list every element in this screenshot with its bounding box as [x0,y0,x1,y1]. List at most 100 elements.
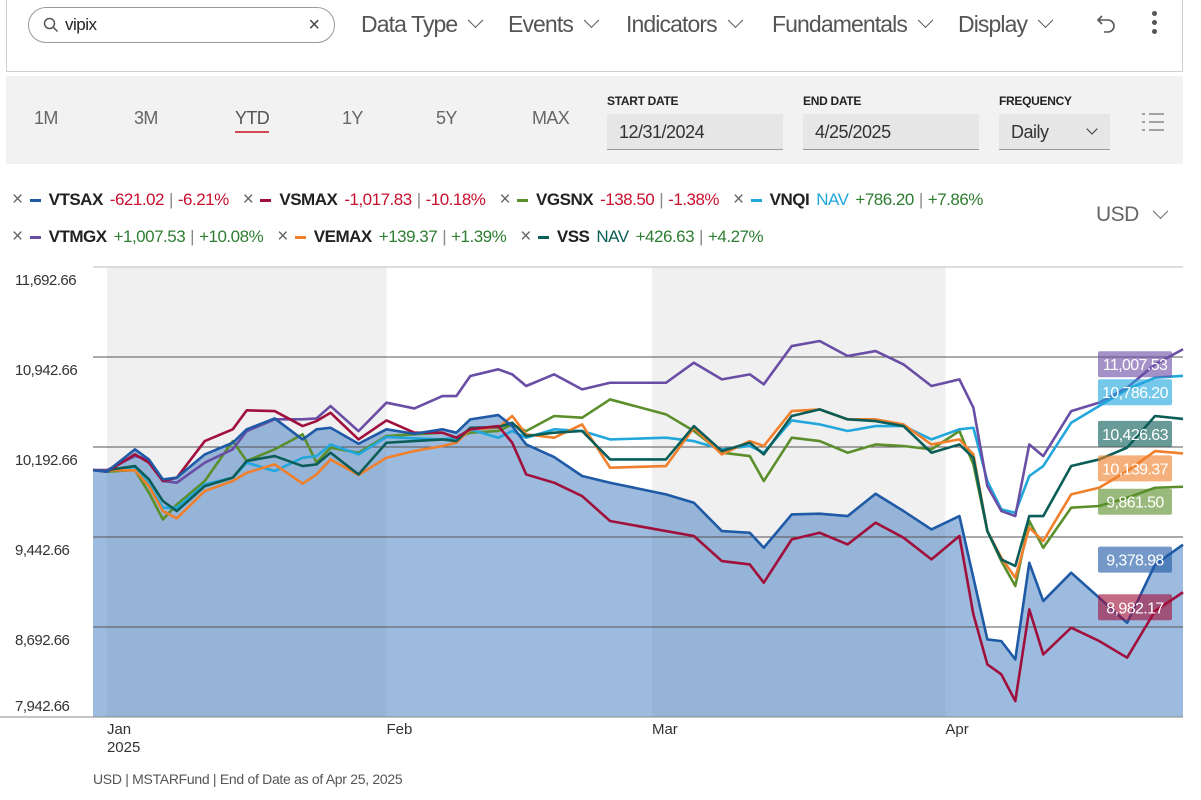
legend-ticker[interactable]: VGSNX [536,190,594,209]
remove-series-icon[interactable]: × [733,189,744,210]
frequency-label: FREQUENCY [999,94,1072,108]
period-5y[interactable]: 5Y [436,108,457,128]
y-tick-label: 10,192.66 [15,452,77,469]
end-date-input[interactable]: 4/25/2025 [803,114,979,150]
label-background [1098,455,1172,482]
label-text: 9,861.50 [1106,495,1164,512]
label-text: 10,426.63 [1102,427,1168,444]
series-line-vtsax [92,413,1184,661]
series-line-vgsnx [92,398,1184,588]
legend-ticker[interactable]: VSS [556,227,590,246]
y-tick-label: 8,692.66 [15,632,70,649]
legend-row: × VTSAX -621.02 | -6.21% × VSMAX -1,017.83 | -10… [12,189,997,211]
date-controls: 1M 3M YTD 1Y 5Y MAX START DATE 12/31/202… [6,76,1183,164]
label-text: 11,007.53 [1103,357,1168,374]
end-value-label-vemax: 10,139.37 [1098,455,1172,482]
remove-series-icon[interactable]: × [242,189,254,210]
series-color-swatch [260,198,272,202]
end-value-label-vgsnx: 9,861.50 [1098,488,1172,515]
label-text: 10,786.20 [1102,385,1168,402]
frequency-select[interactable]: Daily [999,114,1110,150]
series-color-swatch [537,235,549,239]
start-date-input[interactable]: 12/31/2024 [607,114,783,150]
menu-label: Data Type [361,11,458,37]
menu-label: Display [958,11,1028,37]
separator: | [168,190,173,209]
period-ytd[interactable]: YTD [235,108,270,133]
x-tick-label: Jan [107,721,131,738]
y-tick-label: 10,942.66 [15,362,77,379]
series-line-vtmgx [93,339,1184,518]
x-tick-label: Feb [386,721,412,738]
separator: | [659,190,664,209]
legend-change: +1,007.53 [113,227,186,246]
search-input[interactable] [65,15,285,35]
x-tick-sublabel: 2025 [107,739,140,756]
search-box[interactable]: × [28,7,335,43]
period-max[interactable]: MAX [532,108,570,128]
legend-ticker[interactable]: VEMAX [313,227,372,246]
period-1y[interactable]: 1Y [342,108,363,128]
x-tick-label: Mar [652,721,678,738]
end-value-label-vsmax: 8,982.17 [1098,594,1172,621]
list-settings-icon[interactable] [1141,112,1165,132]
menu-label: Events [508,11,574,37]
separator: | [416,190,421,209]
series-color-swatch [29,198,41,202]
legend-ticker[interactable]: VSMAX [279,190,338,209]
frequency-value: Daily [1011,122,1049,142]
label-background [1098,420,1172,447]
toolbar: × Data Type Events Indicators Fundamenta… [6,0,1183,72]
menu-display[interactable]: Display [958,11,1054,38]
legend-pct: +1.39% [451,227,507,246]
series-color-swatch [294,235,306,239]
search-icon [43,17,59,33]
end-value-label-vtsax: 9,378.98 [1098,546,1172,573]
remove-series-icon[interactable]: × [520,226,531,247]
legend-pct: +7.86% [927,190,984,209]
menu-indicators[interactable]: Indicators [626,11,743,38]
remove-series-icon[interactable]: × [499,189,511,210]
remove-series-icon[interactable]: × [277,226,288,247]
label-background [1098,488,1172,515]
menu-fundamentals[interactable]: Fundamentals [772,11,934,38]
label-background [1098,379,1172,406]
menu-label: Fundamentals [772,11,908,37]
end-value-label-vtmgx: 11,007.53 [1098,351,1172,378]
separator: | [442,227,447,246]
more-options-icon[interactable] [1147,11,1161,37]
legend-change: +786.20 [855,190,914,209]
clear-search-icon[interactable]: × [308,14,320,36]
label-background [1098,546,1172,573]
legend-change: +426.63 [635,227,695,246]
legend-item-vsmax: × VSMAX -1,017.83 | -10.18% [243,189,486,211]
legend-change: +139.37 [378,227,438,246]
menu-label: Indicators [626,11,718,37]
series-color-swatch [750,198,762,202]
legend-ticker[interactable]: VNQI [769,190,810,209]
legend-pct: -6.21% [177,190,229,209]
remove-series-icon[interactable]: × [12,189,23,210]
legend-item-vgsnx: × VGSNX -138.50 | -1.38% [499,189,719,211]
legend-nav: NAV [816,190,849,209]
separator: | [699,227,703,246]
legend-change: -621.02 [109,190,165,209]
menu-data-type[interactable]: Data Type [361,11,484,38]
menu-events[interactable]: Events [508,11,600,38]
period-1m[interactable]: 1M [34,108,58,128]
legend-ticker[interactable]: VTSAX [48,190,104,209]
separator: | [918,190,923,209]
area-fill-vtsax [93,415,1183,717]
end-date-label: END DATE [803,94,862,108]
label-text: 10,139.37 [1102,461,1168,478]
series-line-vss [93,408,1184,568]
legend-ticker[interactable]: VTMGX [48,227,107,246]
remove-series-icon[interactable]: × [12,226,23,247]
period-3m[interactable]: 3M [134,108,158,128]
currency-select[interactable]: USD [1096,202,1169,227]
undo-icon[interactable] [1094,11,1120,37]
label-background [1098,594,1172,621]
legend-item-vnqi: × VNQI NAV +786.20 | +7.86% [733,189,983,211]
legend-change: -1,017.83 [344,190,412,209]
